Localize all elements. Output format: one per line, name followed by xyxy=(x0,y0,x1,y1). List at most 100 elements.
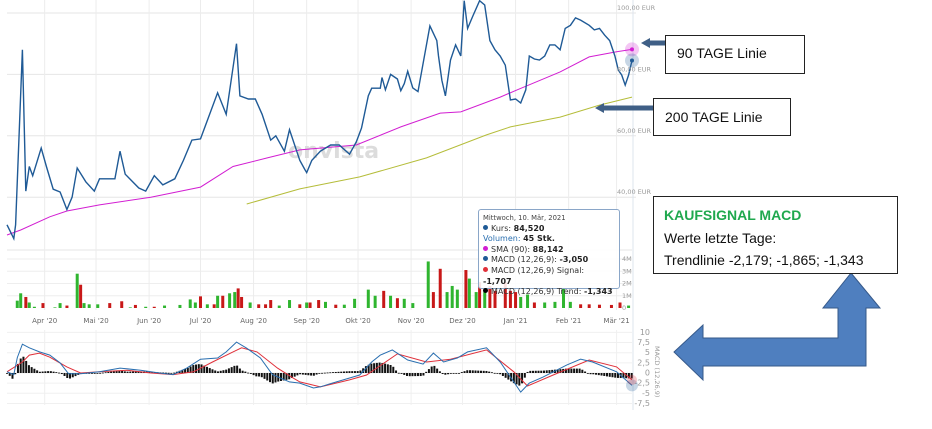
macd-trend-bar xyxy=(606,373,608,377)
volume-bar xyxy=(342,304,346,308)
macd-trend-bar xyxy=(214,370,217,373)
macd-trend-bar xyxy=(455,373,458,374)
macd-tick-label: 0 xyxy=(645,369,650,378)
macd-trend-bar xyxy=(575,368,578,373)
macd-trend-bar xyxy=(47,371,50,373)
macd-trend-histogram xyxy=(6,356,633,386)
macd-trend-bar xyxy=(321,372,324,374)
macd-trend-bar xyxy=(269,373,272,383)
volume-bar xyxy=(382,290,386,308)
macd-trend-bar xyxy=(11,373,14,379)
macd-trend-bar xyxy=(274,373,277,383)
volume-bar xyxy=(228,293,232,308)
volume-bar xyxy=(503,282,507,308)
macd-trend-bar xyxy=(110,371,113,373)
price-tick-label: 60,00 EUR xyxy=(617,127,652,135)
macd-trend-bar xyxy=(104,372,107,374)
macd-trend-bar xyxy=(323,372,326,374)
macd-trend-bar xyxy=(49,371,52,373)
volume-bar xyxy=(236,288,240,308)
macd-trend-bar xyxy=(55,372,58,373)
macd-trend-bar xyxy=(340,371,343,373)
macd-trend-bar xyxy=(184,368,187,373)
volume-bar xyxy=(334,304,338,308)
volume-bar xyxy=(478,282,482,308)
sma-hover-dot xyxy=(630,47,634,52)
macd-tick-label: 7,5 xyxy=(637,338,650,347)
macd-axis-title: MACD (12,26,9) xyxy=(653,346,661,397)
macd-trend-bar xyxy=(436,368,439,373)
macd-trend-bar xyxy=(573,368,576,373)
macd-trend-bar xyxy=(310,373,313,376)
macd-trend-bar xyxy=(501,373,504,377)
tooltip-date: Mittwoch, 10. Mär, 2021 xyxy=(483,214,566,222)
macd-trend-bar xyxy=(342,371,345,373)
volume-bar xyxy=(305,302,309,308)
macd-trend-bar xyxy=(290,373,293,378)
macd-trend-bar xyxy=(364,366,367,373)
axis-labels: 100,00 EUR 80,00 EUR 60,00 EUR 40,00 EUR 4M 3… xyxy=(32,4,661,408)
macd-trend-bar xyxy=(115,370,118,373)
volume-bar xyxy=(426,261,430,308)
macd-trend-bar xyxy=(233,365,236,373)
macd-trend-bar xyxy=(211,369,214,373)
volume-bar xyxy=(133,304,137,308)
volume-bar xyxy=(562,289,566,308)
macd-signal-line2: Trendlinie -2,179; -1,865; -1,343 xyxy=(664,252,864,268)
volume-bar xyxy=(411,303,415,308)
macd-trend-bar xyxy=(556,369,559,373)
macd-tick-label: -5 xyxy=(642,389,650,398)
macd-trend-bar xyxy=(58,372,61,374)
volume-bar xyxy=(264,304,268,308)
macd-trend-bar xyxy=(381,362,384,373)
macd-trend-bar xyxy=(318,373,321,374)
price-line xyxy=(6,0,633,241)
macd-trend-bar xyxy=(271,373,274,384)
volume-tick-label: 1M xyxy=(622,292,632,300)
macd-trend-bar xyxy=(386,364,389,373)
macd-trend-bar xyxy=(334,371,337,373)
macd-trend-bar xyxy=(285,373,288,380)
volume-bar xyxy=(587,304,591,308)
macd-hover-halo xyxy=(626,379,638,392)
month-tick-label: Nov '20 xyxy=(398,317,425,325)
macd-trend-bar xyxy=(236,365,239,373)
macd-trend-bar xyxy=(107,371,110,373)
macd-trend-bar xyxy=(118,370,121,373)
tooltip-kurs: Kurs: 84,520 xyxy=(483,224,615,235)
macd-trend-bar xyxy=(60,373,63,375)
volume-bar xyxy=(53,307,57,308)
tooltip-sma: SMA (90): 88,142 xyxy=(483,245,615,256)
macd-trend-bar xyxy=(419,373,422,377)
macd-tick-label: 2,5 xyxy=(637,358,650,367)
macd-trend-bar xyxy=(279,373,282,381)
macd-trend-bar xyxy=(584,371,587,373)
macd-trend-bar xyxy=(540,370,543,373)
macd-trend-bar xyxy=(384,363,387,373)
macd-trend-bar xyxy=(227,368,230,373)
volume-bar xyxy=(240,296,244,308)
volume-bar xyxy=(464,270,468,308)
macd-trend-bar xyxy=(203,365,206,373)
macd-trend-bar xyxy=(367,364,370,373)
volume-bar xyxy=(450,285,454,308)
macd-trend-bar xyxy=(433,365,436,373)
volume-bar xyxy=(188,299,192,308)
macd-trend-bar xyxy=(474,370,477,373)
macd-trend-bar xyxy=(348,371,351,373)
macd-trend-bar xyxy=(616,373,619,378)
volume-bar xyxy=(65,305,69,308)
volume-bar xyxy=(474,292,478,308)
macd-trend-bar xyxy=(564,368,567,373)
macd-trend-bar xyxy=(30,367,33,373)
macd-trend-bar xyxy=(592,373,595,375)
macd-trend-bar xyxy=(255,373,258,377)
volume-bar xyxy=(163,305,167,308)
macd-trend-bar xyxy=(438,371,441,373)
macd-signal-title: KAUFSIGNAL MACD xyxy=(664,207,802,223)
macd-trend-bar xyxy=(41,371,44,373)
macd-trend-bar xyxy=(14,373,17,375)
macd-trend-bar xyxy=(326,372,329,374)
volume-bar xyxy=(431,292,435,308)
month-tick-label: Aug '20 xyxy=(240,317,267,325)
